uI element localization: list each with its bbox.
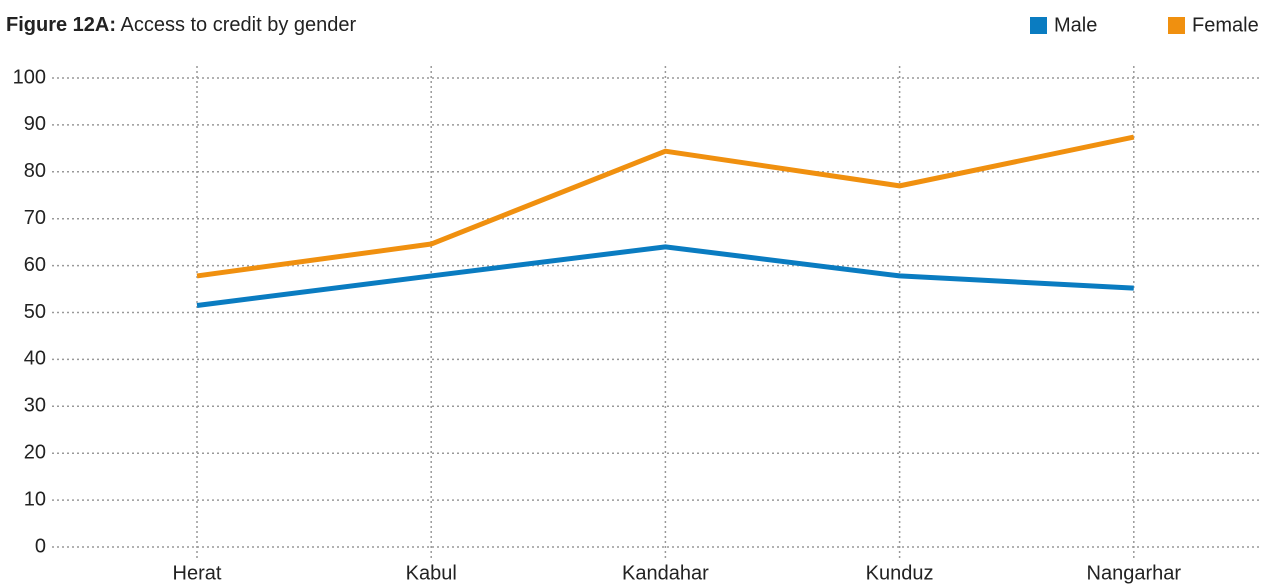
x-tick-label: Nangarhar: [1087, 562, 1182, 584]
line-series: [196, 134, 1135, 279]
y-tick-label: 50: [24, 301, 46, 323]
y-tick-label: 80: [24, 160, 46, 182]
x-tick-label: Kandahar: [622, 562, 709, 584]
legend-swatch: [1168, 17, 1185, 34]
x-tick-label: Kunduz: [866, 562, 934, 584]
y-tick-label: 30: [24, 395, 46, 417]
y-tick-label: 0: [35, 535, 46, 557]
line-series: [196, 244, 1134, 308]
y-tick-label: 60: [24, 254, 46, 276]
y-tick-label: 10: [24, 488, 46, 510]
x-tick-label: Herat: [173, 562, 222, 584]
y-tick-label: 20: [24, 441, 46, 463]
title-text: Access to credit by gender: [120, 14, 356, 36]
x-tick-label: Kabul: [406, 562, 457, 584]
y-tick-label: 40: [24, 348, 46, 370]
title-label: Figure 12A:: [6, 14, 116, 36]
y-tick-label: 70: [24, 207, 46, 229]
legend-swatch: [1030, 17, 1047, 34]
legend-label: Female: [1192, 14, 1259, 36]
legend-label: Male: [1054, 14, 1097, 36]
y-tick-label: 90: [24, 113, 46, 135]
chart-title: Figure 12A: Access to credit by gender: [6, 14, 356, 36]
y-tick-label: 100: [13, 66, 46, 88]
